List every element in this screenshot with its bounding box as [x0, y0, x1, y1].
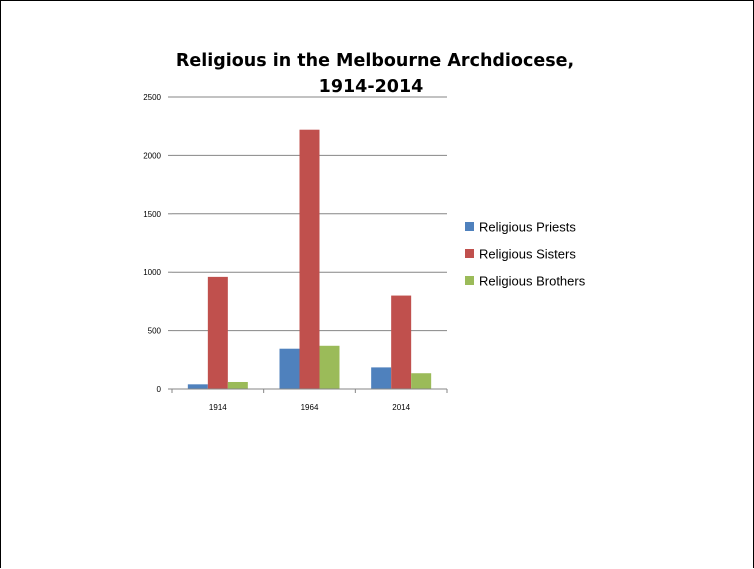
bar-religious-priests-1964 — [279, 348, 300, 389]
x-axis-ticks: 1914 1964 2014 — [171, 389, 448, 412]
bar-religious-sisters-1914 — [207, 276, 228, 389]
chart-title-line-2: 1914-2014 — [319, 77, 424, 97]
bar-religious-brothers-1914 — [227, 381, 248, 389]
x-tick-label: 2014 — [392, 403, 410, 412]
bars — [187, 129, 432, 390]
bar-religious-priests-2014 — [371, 367, 392, 389]
legend-label: Religious Sisters — [479, 247, 576, 262]
legend-label: Religious Brothers — [479, 274, 586, 289]
y-tick-label: 2000 — [143, 151, 161, 160]
legend-swatch — [465, 222, 474, 231]
y-tick-label: 0 — [157, 385, 162, 394]
x-tick-label: 1914 — [209, 403, 227, 412]
y-tick-label: 1500 — [143, 210, 161, 219]
bar-religious-sisters-2014 — [391, 295, 412, 389]
x-tick-label: 1964 — [301, 403, 319, 412]
y-tick-label: 500 — [148, 327, 162, 336]
legend-swatch — [465, 249, 474, 258]
bar-religious-priests-1914 — [187, 384, 208, 389]
chart-title-line-1: Religious in the Melbourne Archdiocese, — [176, 51, 574, 71]
y-axis-ticks: 0 500 1000 1500 2000 2500 — [143, 93, 172, 394]
bar-religious-brothers-1964 — [319, 345, 340, 389]
y-tick-label: 1000 — [143, 268, 161, 277]
bar-religious-brothers-2014 — [411, 373, 432, 389]
legend-swatch — [465, 276, 474, 285]
bar-religious-sisters-1964 — [299, 129, 320, 390]
legend-label: Religious Priests — [479, 220, 576, 235]
y-tick-label: 2500 — [143, 93, 161, 102]
legend: Religious Priests Religious Sisters Religi… — [465, 220, 586, 289]
